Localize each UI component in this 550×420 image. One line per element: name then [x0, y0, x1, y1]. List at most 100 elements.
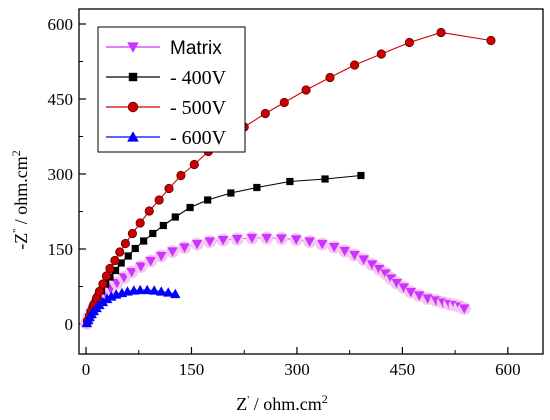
data-point [115, 247, 125, 257]
data-point [101, 293, 113, 304]
data-point [120, 238, 131, 249]
data-point [191, 239, 203, 250]
data-point [217, 235, 229, 246]
x-tick-label: 150 [179, 360, 205, 379]
data-point [227, 189, 235, 197]
data-point [98, 279, 108, 289]
data-point [325, 72, 335, 83]
data-point [159, 221, 167, 230]
data-point [134, 284, 146, 295]
data-point [117, 259, 125, 267]
data-point [398, 283, 409, 293]
plot-frame [78, 8, 544, 355]
data-point [94, 286, 104, 297]
data-point [170, 288, 181, 299]
data-point [486, 35, 496, 46]
y-tick-label: 450 [48, 90, 74, 109]
legend-marker [127, 42, 139, 53]
data-point [167, 247, 178, 257]
legend-label: - 400V [170, 67, 227, 89]
data-point [179, 243, 190, 253]
data-point [276, 234, 287, 244]
data-point [459, 304, 470, 314]
legend-item: - 600V [106, 127, 227, 149]
data-point [135, 262, 147, 272]
data-point [304, 237, 315, 247]
axis-ticks: 0 150 300 450 600 0 150 300 450 600 [48, 15, 521, 379]
data-point [105, 263, 115, 274]
data-point [261, 233, 272, 244]
data-point [156, 251, 167, 262]
data-point [321, 175, 329, 183]
y-tick-label: 600 [48, 15, 74, 34]
y-tick-label: 150 [48, 240, 74, 259]
series-3 [81, 284, 181, 328]
data-point [186, 203, 194, 212]
x-tick-label: 450 [390, 360, 416, 379]
legend-marker [127, 101, 139, 113]
data-point [349, 60, 360, 70]
data-point [171, 213, 179, 221]
data-point [301, 85, 311, 95]
legend-marker [128, 72, 138, 82]
data-point [189, 159, 199, 170]
data-point [391, 278, 402, 289]
data-point [422, 294, 433, 304]
data-point [144, 206, 154, 216]
x-tick-label: 600 [495, 360, 521, 379]
x-axis-title: Z' / ohm.cm2 [236, 392, 327, 414]
data-point [279, 97, 289, 108]
data-point [124, 252, 132, 260]
data-point [145, 256, 156, 267]
legend-item: - 400V [106, 67, 227, 89]
data-point [253, 183, 261, 192]
data-point [349, 250, 360, 261]
data-point [176, 170, 186, 181]
data-point [339, 246, 350, 257]
series-line [86, 237, 465, 324]
x-tick-label: 300 [284, 360, 310, 379]
series-layer [80, 27, 496, 330]
y-tick-label: 300 [48, 165, 74, 184]
data-point [291, 235, 302, 245]
data-point [154, 195, 164, 205]
data-point [317, 239, 328, 250]
legend: Matrix - 400V - 500V - 600V [97, 26, 246, 153]
legend-label: - 600V [170, 127, 227, 149]
data-point [163, 287, 174, 297]
data-point [414, 291, 425, 301]
data-point [156, 286, 167, 296]
y-axis-title: -Z'' / ohm.cm2 [9, 150, 31, 249]
data-point [231, 234, 243, 245]
x-tick-label: 0 [82, 360, 91, 379]
data-point [357, 171, 365, 180]
data-point [436, 27, 446, 38]
data-point [260, 108, 270, 119]
y-tick-label: 0 [65, 315, 74, 334]
legend-label: - 500V [170, 97, 227, 119]
data-point [286, 177, 294, 186]
data-point [246, 233, 258, 244]
data-point [127, 228, 138, 239]
data-point [366, 260, 378, 270]
data-point [204, 237, 215, 247]
data-point [126, 267, 137, 278]
legend-item: - 500V [106, 97, 227, 119]
data-point [373, 264, 385, 275]
data-point [110, 255, 120, 266]
data-point [149, 229, 157, 238]
legend-item: Matrix [106, 38, 222, 59]
data-point [164, 183, 174, 194]
legend-box [97, 26, 246, 153]
data-point [376, 49, 386, 59]
data-point [404, 37, 415, 48]
data-point [111, 266, 120, 275]
data-point [405, 287, 417, 298]
legend-label: Matrix [170, 38, 222, 59]
data-point [358, 255, 369, 265]
data-point [141, 284, 153, 295]
data-point [140, 237, 148, 245]
data-point [101, 271, 112, 281]
data-point [385, 274, 397, 284]
